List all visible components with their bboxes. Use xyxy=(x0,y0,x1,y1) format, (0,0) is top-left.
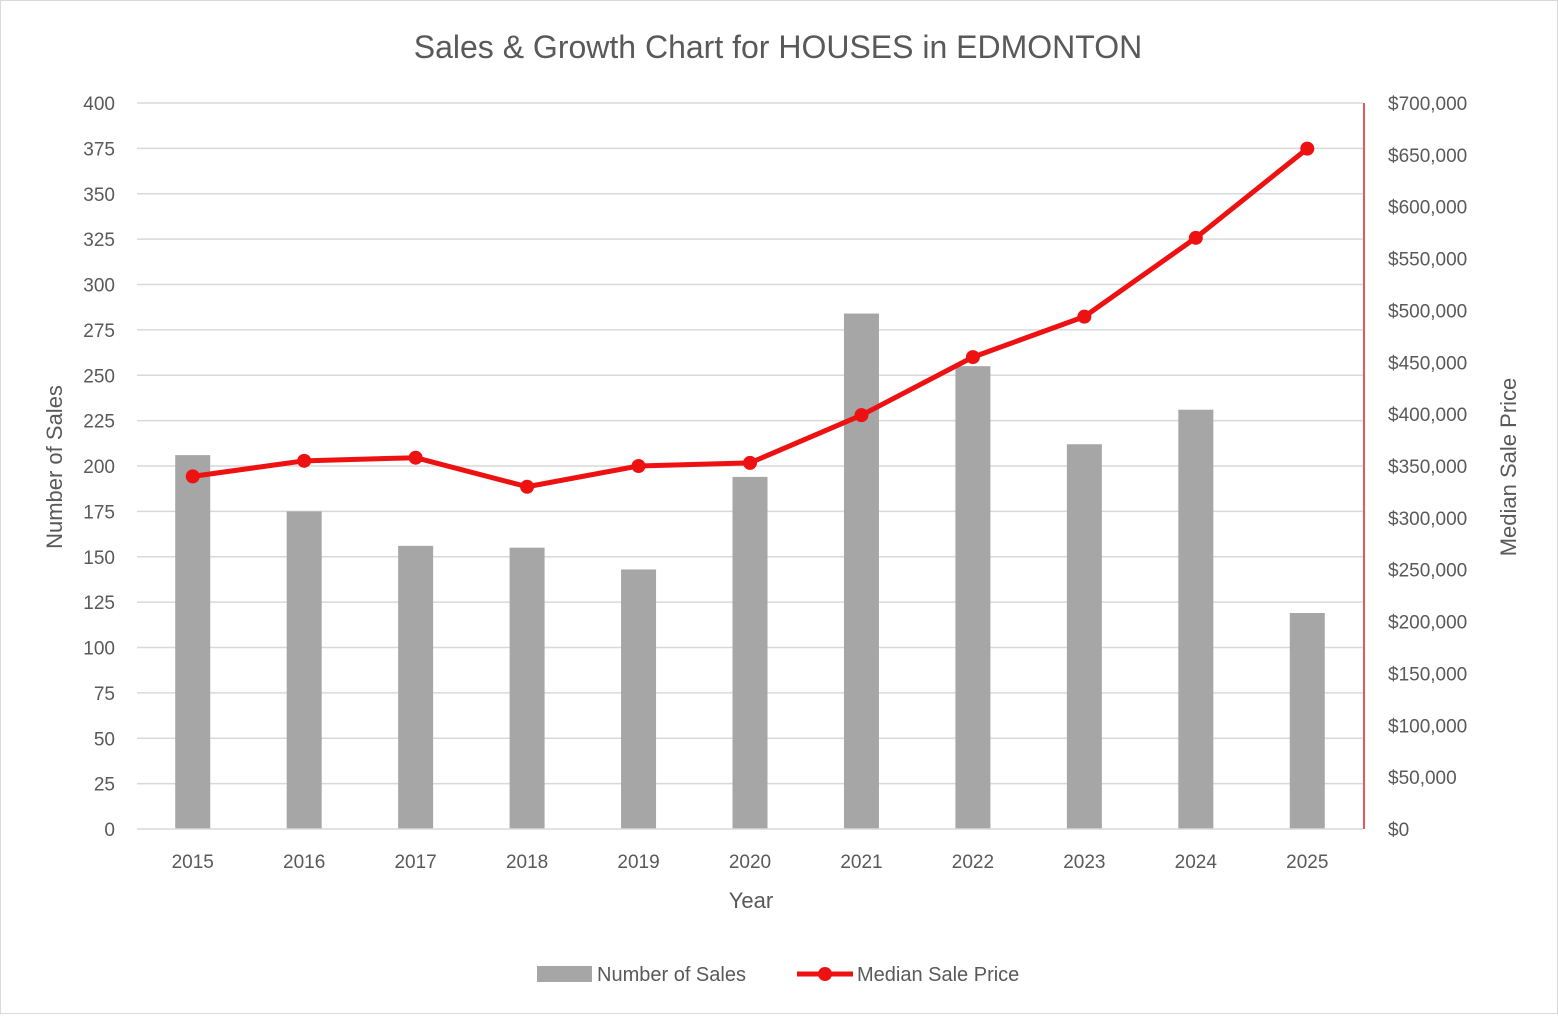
bar-2017 xyxy=(398,545,434,829)
x-tick-label: 2017 xyxy=(394,852,436,873)
y-tick-label: 150 xyxy=(83,548,115,569)
x-tick-label: 2022 xyxy=(952,852,994,873)
y-tick-label: 375 xyxy=(83,139,115,160)
y-tick-label: 100 xyxy=(83,639,115,660)
point-2019 xyxy=(631,459,646,473)
point-2023 xyxy=(1077,309,1092,324)
x-tick-label: 2024 xyxy=(1175,852,1218,873)
x-tick-label: 2015 xyxy=(172,852,214,873)
x-tick-label: 2020 xyxy=(729,852,771,873)
point-2021 xyxy=(854,408,869,423)
point-2022 xyxy=(965,350,980,365)
point-2024 xyxy=(1188,230,1203,245)
y2-tick-label: $250,000 xyxy=(1388,561,1467,582)
y-tick-label: 300 xyxy=(83,276,115,297)
y2-tick-label: $200,000 xyxy=(1388,613,1467,634)
bar-2024 xyxy=(1178,409,1214,829)
y2-axis-title: Median Sale Price xyxy=(1496,378,1521,557)
y2-tick-label: $350,000 xyxy=(1388,457,1467,478)
bars-series xyxy=(175,313,1325,829)
legend: Number of Sales Median Sale Price xyxy=(537,964,1019,986)
y2-tick-label: $650,000 xyxy=(1388,146,1467,167)
y-tick-label: 325 xyxy=(83,230,115,251)
bar-2015 xyxy=(175,455,211,829)
y2-tick-label: $400,000 xyxy=(1388,405,1467,426)
y-tick-label: 0 xyxy=(104,820,115,841)
bar-2016 xyxy=(286,511,322,829)
y-tick-label: 75 xyxy=(94,684,115,705)
y2-tick-label: $550,000 xyxy=(1388,250,1467,271)
point-2025 xyxy=(1300,141,1315,156)
x-tick-label: 2016 xyxy=(283,852,325,873)
bar-2019 xyxy=(621,569,657,829)
x-tick-label: 2021 xyxy=(840,852,882,873)
x-tick-label: 2018 xyxy=(506,852,548,873)
y-axis-ticks: 0 25 50 75 100 125 150 175 200 225 250 275 300 325 350… xyxy=(83,94,115,841)
y2-tick-label: $500,000 xyxy=(1388,301,1467,322)
legend-label-median-sale-price: Median Sale Price xyxy=(857,964,1019,986)
axes xyxy=(137,103,1365,830)
x-tick-label: 2023 xyxy=(1063,852,1105,873)
y-tick-label: 175 xyxy=(83,502,115,523)
point-2016 xyxy=(297,453,312,468)
y-tick-label: 50 xyxy=(94,729,115,750)
x-axis-ticks: 2015 2016 2017 2018 2019 2020 2021 2022 2023 2024… xyxy=(172,852,1329,873)
y-tick-label: 350 xyxy=(83,185,115,206)
y-tick-label: 200 xyxy=(83,457,115,478)
y2-tick-label: $700,000 xyxy=(1388,94,1467,115)
y2-tick-label: $450,000 xyxy=(1388,353,1467,374)
point-2020 xyxy=(743,455,757,470)
point-2015 xyxy=(185,469,200,484)
y2-tick-label: $300,000 xyxy=(1388,509,1467,530)
legend-swatch-number-of-sales xyxy=(537,966,592,982)
y2-axis-ticks: $0 $50,000 $100,000 $150,000 $200,000 $250,00… xyxy=(1388,94,1467,841)
y-tick-label: 250 xyxy=(83,366,115,387)
point-2018 xyxy=(520,479,535,494)
bar-2021 xyxy=(843,313,879,829)
legend-marker-median-sale-price xyxy=(818,967,832,981)
y-tick-label: 125 xyxy=(83,593,115,614)
x-tick-label: 2025 xyxy=(1286,852,1328,873)
bar-2025 xyxy=(1289,613,1325,829)
y-axis-title: Number of Sales xyxy=(42,385,67,549)
legend-label-number-of-sales: Number of Sales xyxy=(597,964,746,986)
y-tick-label: 25 xyxy=(94,775,115,796)
chart-title: Sales & Growth Chart for HOUSES in EDMON… xyxy=(414,29,1142,65)
bar-2018 xyxy=(509,547,545,829)
line-series xyxy=(185,141,1315,494)
bar-2023 xyxy=(1066,444,1102,829)
y-tick-label: 400 xyxy=(83,94,115,115)
y-tick-label: 275 xyxy=(83,321,115,342)
y2-tick-label: $600,000 xyxy=(1388,198,1467,219)
y2-tick-label: $50,000 xyxy=(1388,768,1457,789)
bar-2022 xyxy=(955,366,991,829)
median-price-line xyxy=(190,146,1310,490)
x-tick-label: 2019 xyxy=(617,852,659,873)
point-2017 xyxy=(408,450,423,465)
bar-2020 xyxy=(732,476,768,829)
x-axis-title: Year xyxy=(729,888,773,913)
y2-tick-label: $0 xyxy=(1388,820,1409,841)
y-tick-label: 225 xyxy=(83,412,115,433)
y2-tick-label: $100,000 xyxy=(1388,716,1467,737)
y2-tick-label: $150,000 xyxy=(1388,664,1467,685)
